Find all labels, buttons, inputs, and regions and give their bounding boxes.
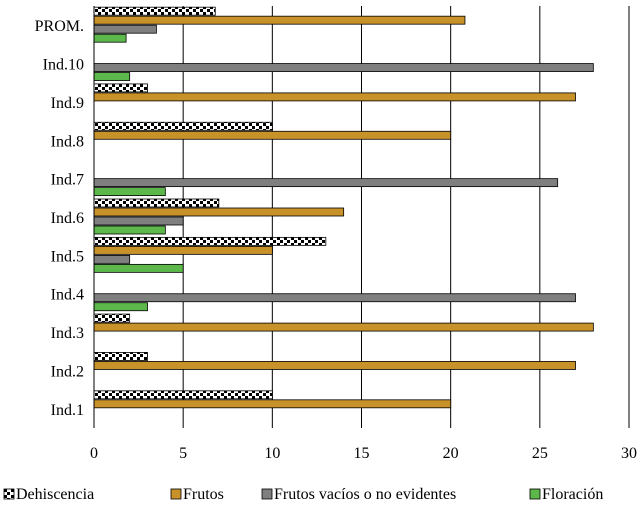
bar-dehiscencia	[93, 198, 220, 208]
bar-frutos	[93, 15, 466, 25]
bar-frutos	[93, 322, 594, 332]
bar-dehiscencia	[93, 6, 216, 16]
bar-floracion	[93, 187, 166, 197]
bar-frutos-vacios	[93, 63, 594, 72]
category-label: Ind.10	[43, 57, 84, 74]
bar-floracion	[93, 72, 131, 81]
bar-frutos-vacios	[93, 24, 157, 34]
bars	[93, 6, 594, 409]
category-label: Ind.7	[51, 172, 84, 189]
category-label: Ind.5	[51, 248, 84, 265]
bar-dehiscencia	[93, 352, 148, 361]
bar-frutos	[93, 92, 576, 102]
x-tick-label: 30	[621, 445, 637, 462]
bar-floracion	[93, 302, 148, 312]
legend-label-frutos: Frutos	[183, 486, 224, 503]
bar-dehiscencia	[93, 313, 131, 323]
legend-label-dehiscencia: Dehiscencia	[16, 486, 94, 503]
category-label: Ind.6	[51, 210, 84, 227]
legend-swatch-frutos	[170, 488, 182, 500]
bar-frutos-vacios	[93, 293, 576, 303]
legend-label-floracion: Floración	[542, 486, 603, 503]
category-label: Ind.3	[51, 325, 84, 342]
legend-swatch-floracion	[529, 488, 541, 500]
bar-dehiscencia	[93, 390, 273, 400]
bar-frutos-vacios	[93, 178, 559, 188]
legend-swatch-frutos-vacios	[261, 488, 273, 500]
bar-frutos-vacios	[93, 216, 184, 226]
category-label: Ind.8	[51, 133, 84, 150]
category-label: Ind.1	[51, 402, 84, 419]
category-label: Ind.4	[51, 287, 84, 304]
bar-dehiscencia	[93, 83, 148, 93]
x-tick-label: 15	[354, 445, 370, 462]
bar-frutos	[93, 361, 576, 370]
bar-dehiscencia	[93, 121, 273, 131]
x-tick-label: 10	[264, 445, 280, 462]
legend-label-frutos-vacios: Frutos vacíos o no evidentes	[274, 486, 456, 503]
bar-frutos	[93, 399, 452, 409]
bar-floracion	[93, 225, 166, 235]
category-label: PROM.	[35, 18, 84, 35]
bar-floracion	[93, 263, 184, 273]
x-tick-labels: 0 5 10 15 20 25 30	[90, 445, 637, 462]
x-tick-label: 25	[532, 445, 548, 462]
category-label: Ind.9	[51, 95, 84, 112]
category-label: Ind.2	[51, 363, 84, 380]
legend-swatch-dehiscencia	[3, 488, 15, 500]
x-tick-label: 20	[443, 445, 459, 462]
category-labels: Ind.1 Ind.2 Ind.3 Ind.4 Ind.5 Ind.6 Ind.7 Ind.8…	[35, 18, 84, 419]
bar-frutos	[93, 130, 452, 140]
x-tick-label: 5	[179, 445, 187, 462]
gridlines	[182, 6, 630, 428]
bar-frutos-vacios	[93, 254, 131, 264]
bar-floracion	[93, 33, 127, 43]
bar-frutos	[93, 245, 273, 255]
bar-dehiscencia	[93, 236, 327, 246]
legend: Dehiscencia Frutos Frutos vacíos o no evid…	[3, 486, 603, 503]
x-tick-label: 0	[90, 445, 98, 462]
bar-frutos	[93, 207, 345, 217]
